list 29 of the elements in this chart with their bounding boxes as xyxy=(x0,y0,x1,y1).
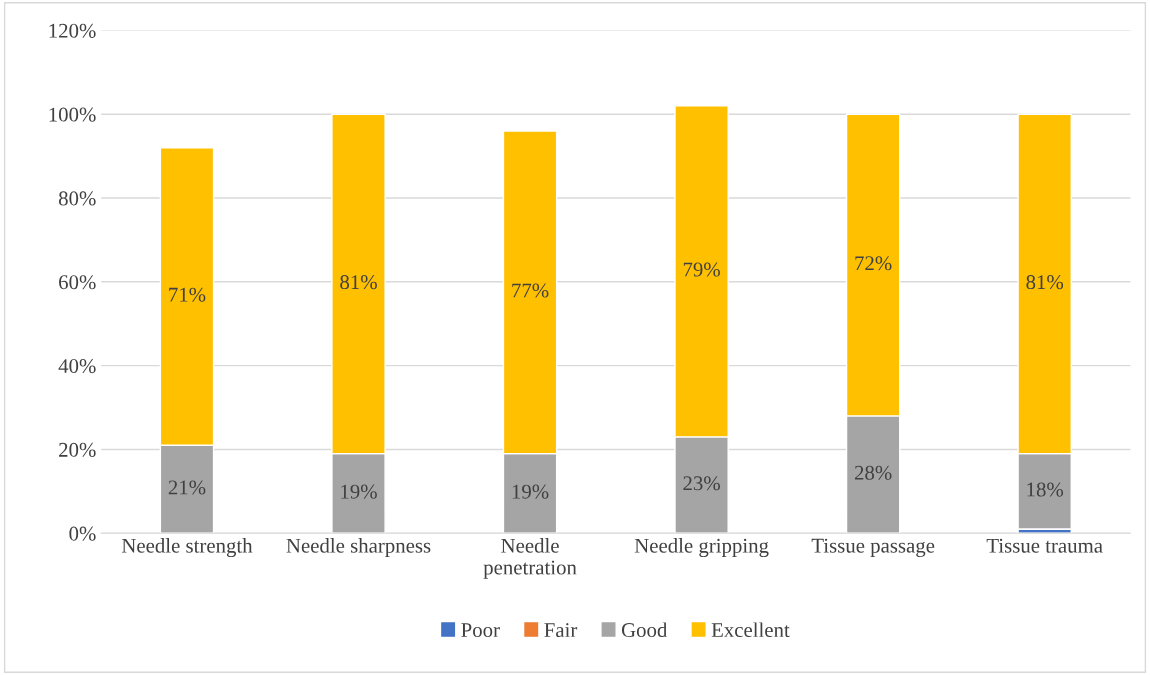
data-label: 72% xyxy=(855,256,892,271)
data-label: 71% xyxy=(169,287,206,302)
y-tick-label: 100% xyxy=(49,107,96,122)
legend-label: Excellent xyxy=(711,622,790,638)
y-tick-label: 40% xyxy=(58,359,96,374)
y-tick-label: 120% xyxy=(49,23,96,38)
x-tick-label: Needle gripping xyxy=(634,538,769,558)
data-label: 28% xyxy=(854,465,892,480)
y-tick-label: 20% xyxy=(59,442,96,457)
legend-label: Good xyxy=(621,622,668,638)
data-label: 79% xyxy=(683,262,720,277)
x-tick-label: Needle sharpness xyxy=(286,538,431,557)
data-label: 21% xyxy=(168,480,206,495)
data-label: 81% xyxy=(340,275,377,290)
data-label: 18% xyxy=(1027,482,1064,497)
y-tick-label: 0% xyxy=(69,526,96,541)
legend-label: Fair xyxy=(544,623,578,638)
data-label: 19% xyxy=(341,484,377,499)
data-label: 23% xyxy=(683,476,720,491)
x-tick-label: Needle penetration xyxy=(483,538,577,579)
data-label: 77% xyxy=(512,283,549,298)
x-tick-label: Needle strength xyxy=(121,538,253,558)
x-tick-label: Tissue trauma xyxy=(986,538,1103,553)
x-tick-label: Tissue passage xyxy=(811,538,935,557)
y-tick-label: 80% xyxy=(58,191,96,206)
y-tick-label: 60% xyxy=(59,275,96,290)
data-label: 19% xyxy=(512,484,549,499)
data-label: 81% xyxy=(1026,275,1064,290)
legend-label: Poor xyxy=(461,623,500,638)
